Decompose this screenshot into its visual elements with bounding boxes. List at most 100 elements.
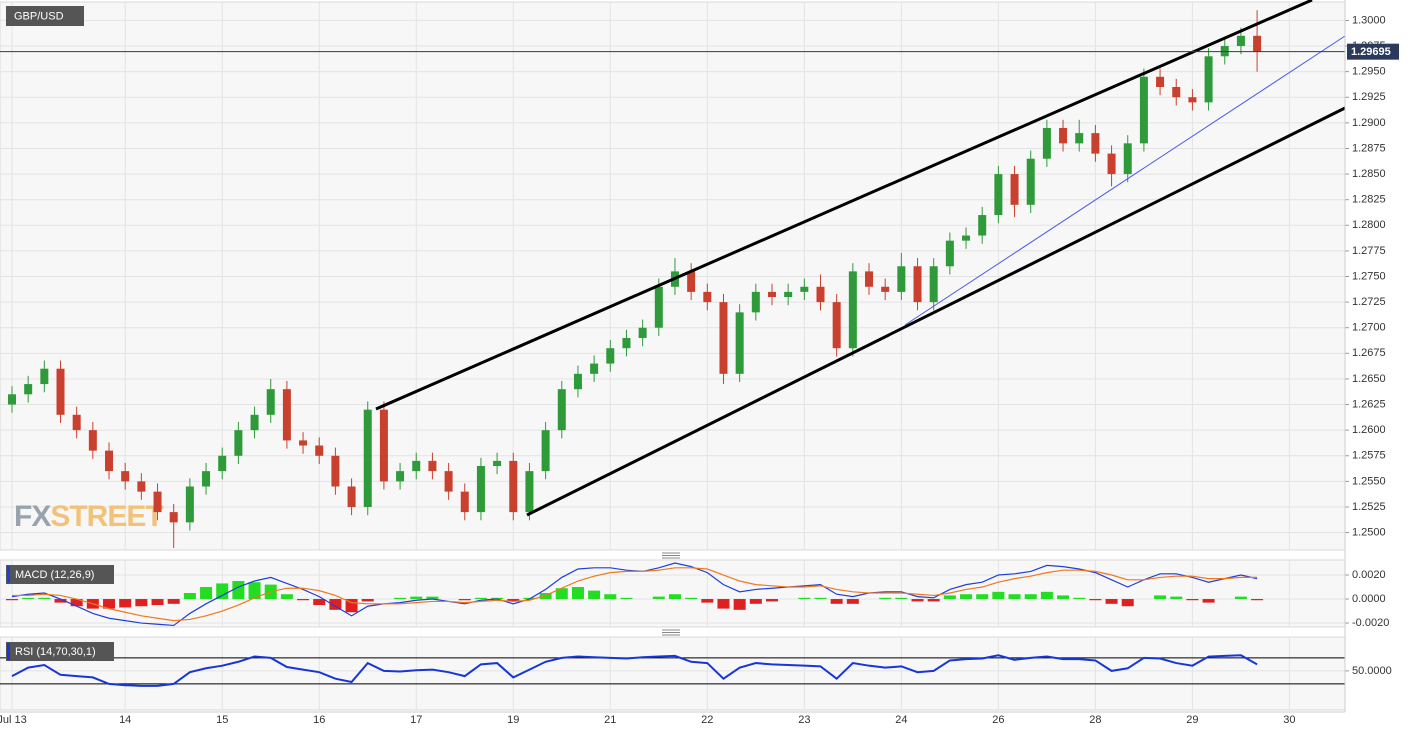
x-tick-label: 26 (992, 714, 1004, 726)
y-tick-label: 1.3000 (1352, 14, 1386, 26)
candle-body (897, 266, 906, 292)
histogram-bar (183, 593, 196, 600)
candle-body (1156, 76, 1165, 88)
histogram-bar (588, 590, 601, 600)
candle-body (1236, 35, 1245, 47)
histogram-bar (814, 597, 827, 600)
y-tick-label: 1.2725 (1352, 296, 1386, 308)
line-series (12, 567, 1258, 622)
logo-prefix: FX (14, 500, 51, 533)
candle-body (1026, 158, 1035, 205)
histogram-bar (943, 595, 956, 600)
macd-title: MACD (12,26,9) (15, 569, 94, 581)
rsi-title: RSI (14,70,30,1) (15, 646, 96, 658)
y-tick-label: 1.2875 (1352, 142, 1386, 154)
candle-body (590, 363, 599, 374)
histogram-bar (70, 599, 83, 607)
histogram-bar (313, 599, 326, 606)
candle-body (1107, 153, 1116, 175)
y-tick-label: 1.2900 (1352, 117, 1386, 129)
histogram-bar (1202, 599, 1215, 603)
y-tick-label: 1.2800 (1352, 219, 1386, 231)
candle-body (1188, 97, 1197, 103)
candle-body (137, 481, 146, 492)
line-series (11, 654, 1258, 687)
candle-body (121, 471, 130, 482)
candle-body (1220, 46, 1229, 57)
histogram-bar (701, 599, 714, 603)
candle-body (476, 466, 485, 513)
candle-body (379, 409, 388, 482)
watermark-logo: FXSTREET (14, 500, 163, 533)
histogram-bar (1024, 594, 1037, 600)
candle-body (40, 368, 49, 385)
histogram-bar (329, 599, 342, 610)
y-tick-label: 1.2500 (1352, 526, 1386, 538)
x-tick-label: 30 (1283, 714, 1295, 726)
candle-body (703, 291, 712, 303)
histogram-bar (167, 599, 180, 604)
histogram-bar (507, 599, 520, 602)
last-price-label: 1.29695 (1351, 46, 1391, 58)
x-tick-label: 19 (507, 714, 519, 726)
y-tick-label: 1.2825 (1352, 194, 1386, 206)
candle-body (848, 271, 857, 349)
x-tick-label: 16 (313, 714, 325, 726)
candle-body (1123, 143, 1132, 175)
histogram-bar (1251, 599, 1264, 601)
candle-body (234, 430, 243, 456)
candle-body (978, 215, 987, 236)
panel-splitter[interactable] (662, 552, 680, 559)
candle-body (282, 389, 291, 441)
candle-body (444, 471, 453, 492)
candle-body (865, 271, 874, 287)
histogram-bar (151, 599, 164, 606)
y-tick-label: 1.2575 (1352, 450, 1386, 462)
y-tick-label: 1.2950 (1352, 66, 1386, 78)
panel-splitter[interactable] (662, 629, 680, 636)
candle-body (396, 471, 405, 482)
candle-body (913, 266, 922, 303)
candle-body (719, 302, 728, 374)
histogram-bar (1170, 596, 1183, 600)
candle-body (945, 240, 954, 267)
y-tick-label: -0.0020 (1352, 617, 1389, 629)
candle-body (654, 286, 663, 328)
candle-body (1075, 133, 1084, 144)
histogram-bar (652, 596, 665, 600)
y-tick-label: 0.0020 (1352, 569, 1386, 581)
candle-body (185, 486, 194, 523)
candle-body (606, 348, 615, 364)
candle-body (994, 174, 1003, 216)
x-tick-label: 22 (701, 714, 713, 726)
candle-body (56, 368, 65, 415)
histogram-bar (232, 581, 245, 600)
candle-body (169, 512, 178, 523)
histogram-bar (216, 583, 229, 600)
candle-body (1059, 127, 1068, 144)
title-box (6, 6, 84, 26)
candle-body (557, 389, 566, 431)
histogram-bar (1234, 596, 1247, 600)
candle-body (1172, 87, 1181, 98)
marks-layer (0, 10, 1345, 687)
trend-line (904, 35, 1346, 326)
histogram-bar (458, 599, 471, 601)
histogram-bar (685, 597, 698, 600)
histogram-bar (103, 599, 116, 609)
rsi-title-accent (7, 643, 10, 660)
y-tick-label: 1.2700 (1352, 322, 1386, 334)
channel-upper (375, 0, 1313, 411)
y-tick-label: 1.2675 (1352, 347, 1386, 359)
candle-body (751, 291, 760, 313)
candle-body (72, 414, 81, 431)
histogram-bar (1121, 599, 1134, 607)
y-tick-label: 1.2650 (1352, 373, 1386, 385)
candle-body (962, 235, 971, 241)
histogram-bar (1073, 597, 1086, 600)
rsi-panel (0, 636, 1346, 711)
candle-body (929, 266, 938, 303)
channel-lower (526, 106, 1346, 517)
x-tick-label: 23 (798, 714, 810, 726)
